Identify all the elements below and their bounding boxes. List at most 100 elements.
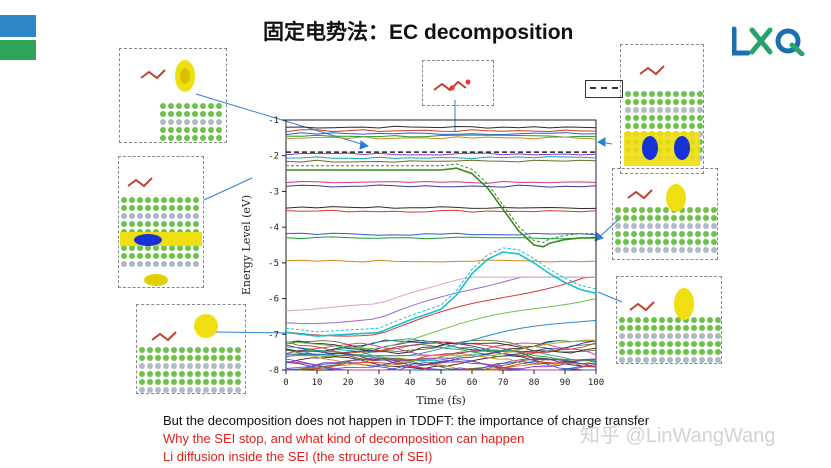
y-tick-label: -3	[268, 187, 279, 197]
atom	[619, 325, 625, 331]
atom	[216, 111, 222, 117]
atom	[703, 223, 709, 229]
atom	[657, 115, 663, 121]
atom	[160, 111, 166, 117]
atom	[184, 103, 190, 109]
atom	[697, 123, 703, 129]
atom	[631, 231, 637, 237]
x-tick-label: 10	[312, 378, 323, 388]
band-line	[285, 209, 597, 213]
atom	[659, 333, 665, 339]
atom	[687, 239, 693, 245]
atom	[683, 357, 689, 363]
atom	[177, 245, 183, 251]
atom	[695, 247, 701, 253]
atom	[185, 261, 191, 267]
atom	[647, 239, 653, 245]
highlighted-series-dashed	[285, 247, 597, 333]
atom	[675, 349, 681, 355]
atom	[715, 341, 721, 347]
atom	[699, 317, 705, 323]
atom	[185, 253, 191, 259]
atom	[625, 91, 631, 97]
atom	[663, 223, 669, 229]
atom	[679, 215, 685, 221]
atom	[675, 325, 681, 331]
band-line	[285, 152, 597, 156]
atom	[697, 107, 703, 113]
atom	[691, 333, 697, 339]
x-axis-label: Time (fs)	[416, 394, 466, 407]
atom	[639, 239, 645, 245]
atom	[161, 261, 167, 267]
atom	[643, 317, 649, 323]
atom	[715, 357, 721, 363]
atom	[651, 333, 657, 339]
atom	[691, 349, 697, 355]
atom	[187, 355, 193, 361]
atom	[651, 357, 657, 363]
atom	[145, 261, 151, 267]
atom	[145, 245, 151, 251]
atom	[711, 223, 717, 229]
atom	[177, 197, 183, 203]
atom	[647, 223, 653, 229]
atom	[631, 247, 637, 253]
atom	[641, 107, 647, 113]
atom	[627, 325, 633, 331]
atom	[679, 247, 685, 253]
atom	[631, 215, 637, 221]
corner-accent-blue	[0, 15, 36, 37]
atom	[655, 231, 661, 237]
atom	[707, 317, 713, 323]
valence-band-line	[285, 339, 597, 353]
atom	[641, 99, 647, 105]
atom	[641, 115, 647, 121]
atom	[145, 213, 151, 219]
atom	[643, 333, 649, 339]
atom	[681, 123, 687, 129]
slide-title: 固定电势法：EC decomposition	[263, 21, 574, 44]
atom	[643, 341, 649, 347]
atom	[203, 347, 209, 353]
band-line	[285, 236, 597, 240]
atom	[655, 247, 661, 253]
atom	[623, 247, 629, 253]
atom	[649, 99, 655, 105]
atom	[216, 119, 222, 125]
x-tick-label: 40	[405, 378, 416, 388]
atom	[667, 349, 673, 355]
atom	[184, 111, 190, 117]
atom	[211, 355, 217, 361]
atom	[625, 107, 631, 113]
atom	[665, 99, 671, 105]
atom	[625, 123, 631, 129]
atom	[121, 197, 127, 203]
atom	[121, 213, 127, 219]
atom	[216, 103, 222, 109]
atom	[689, 91, 695, 97]
atom	[707, 333, 713, 339]
atom	[219, 387, 225, 393]
atom	[663, 239, 669, 245]
atom	[703, 207, 709, 213]
atom	[657, 91, 663, 97]
x-tick-label: 20	[343, 378, 354, 388]
atom	[179, 371, 185, 377]
structure-mid-right	[612, 168, 718, 260]
atom	[160, 103, 166, 109]
x-tick-label: 60	[467, 378, 478, 388]
atom	[187, 387, 193, 393]
atom	[169, 197, 175, 203]
atom	[179, 363, 185, 369]
chart-svg: 0 10 20 30 40 50 60 70 80 90 100 -1 -2 -3 -4 -5 -6 -7 -8 Ti…	[240, 116, 604, 407]
atom	[647, 247, 653, 253]
atom	[219, 363, 225, 369]
atom	[163, 387, 169, 393]
atom	[663, 207, 669, 213]
atom	[687, 207, 693, 213]
atom	[145, 197, 151, 203]
atom	[185, 205, 191, 211]
atom	[195, 387, 201, 393]
atom	[639, 223, 645, 229]
